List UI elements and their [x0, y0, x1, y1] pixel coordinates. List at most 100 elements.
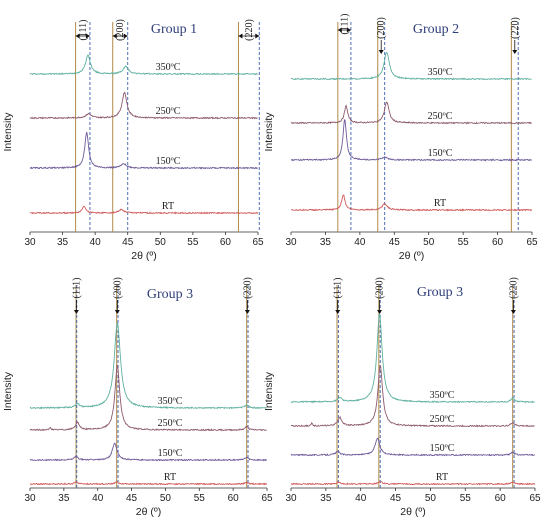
peak-label: (200)	[112, 277, 123, 299]
series-label: RT	[434, 198, 446, 209]
peak-label: (220)	[508, 277, 519, 299]
y-axis-title: Intensity	[2, 112, 14, 152]
chart-title: Group 3	[147, 287, 193, 302]
x-tick-label: 50	[425, 493, 437, 504]
series-line-RT	[291, 194, 533, 212]
x-tick-label: 65	[261, 493, 273, 504]
series-line-150ºC	[290, 119, 533, 162]
chart-title: Group 3	[417, 285, 463, 300]
series-line-250ºC	[29, 363, 267, 432]
x-tick-label: 35	[57, 237, 69, 248]
series-label: 250ºC	[430, 414, 455, 425]
series-line-350ºC	[29, 54, 258, 76]
x-tick-label: 50	[155, 237, 167, 248]
series-label: RT	[436, 472, 448, 483]
series-line-350ºC	[290, 51, 532, 81]
x-tick-label: 55	[187, 237, 199, 248]
x-tick-label: 35	[320, 237, 332, 248]
series-label: 350ºC	[430, 390, 455, 401]
peak-label: (220)	[244, 19, 255, 41]
x-tick-label: 30	[24, 493, 36, 504]
series-line-250ºC	[290, 101, 532, 125]
x-tick-label: 60	[492, 237, 504, 248]
series-line-150ºC	[29, 131, 258, 170]
series-line-150ºC	[29, 442, 268, 462]
arrow-head	[114, 310, 120, 314]
x-tick-label: 40	[355, 493, 367, 504]
y-axis-title: Intensity	[263, 371, 275, 411]
arrow-head	[123, 33, 128, 39]
chart-title: Group 2	[413, 22, 459, 37]
x-axis-title: 2θ (º)	[136, 506, 161, 518]
chart-panel-3: 30 35 40 45 50 55 60 65 2θ (º) Intensity Group 3 (1…	[2, 277, 273, 518]
x-tick-label: 45	[126, 493, 138, 504]
series-label: 250ºC	[158, 418, 183, 429]
chart-panel-1: 30 35 40 45 50 55 60 65 2θ (º) Intensity Group 1 (1…	[2, 19, 264, 262]
x-tick-label: 40	[90, 237, 102, 248]
x-tick-label: 55	[460, 493, 472, 504]
peak-label: (220)	[510, 17, 521, 39]
x-tick-label: 55	[194, 493, 206, 504]
chart-panel-4: 30 35 40 45 50 55 60 65 2θ (º) Intensity Group 3 (1…	[263, 277, 541, 518]
x-tick-label: 45	[390, 493, 402, 504]
arrow-head	[377, 310, 383, 314]
arrow-head	[255, 33, 260, 39]
x-tick-label: 45	[389, 237, 401, 248]
series-label: 150ºC	[430, 443, 455, 454]
series-label: RT	[162, 201, 174, 212]
arrow-head	[346, 27, 351, 33]
peak-label: (200)	[376, 17, 387, 39]
arrow-head	[238, 33, 243, 39]
x-tick-label: 65	[526, 237, 538, 248]
series-label: 150ºC	[428, 148, 453, 159]
series-line-RT	[29, 205, 259, 215]
y-axis-title: Intensity	[263, 112, 275, 152]
x-tick-label: 60	[495, 493, 507, 504]
arrow-head	[112, 33, 117, 39]
series-line-150ºC	[290, 437, 536, 457]
peak-label: (111)	[78, 20, 89, 41]
peak-label: (200)	[115, 19, 126, 41]
series-line-250ºC	[29, 91, 258, 120]
x-tick-label: 60	[220, 237, 232, 248]
x-tick-label: 65	[252, 237, 264, 248]
arrow-head	[244, 310, 250, 314]
arrow-head	[510, 310, 516, 314]
x-tick-label: 40	[92, 493, 104, 504]
x-tick-label: 45	[122, 237, 134, 248]
peak-label: (200)	[375, 277, 386, 299]
series-label: 250ºC	[156, 106, 181, 117]
series-label: RT	[164, 472, 176, 483]
chart-title: Group 1	[151, 22, 197, 37]
series-label: 150ºC	[158, 448, 183, 459]
series-line-350ºC	[29, 321, 267, 410]
series-label: 250ºC	[428, 111, 453, 122]
chart-panel-2: 30 35 40 45 50 55 60 65 2θ (º) Intensity Group 2 (1…	[263, 14, 538, 262]
x-tick-label: 50	[160, 493, 172, 504]
series-line-RT	[290, 481, 536, 486]
arrow-head	[378, 50, 384, 54]
arrow-head	[73, 310, 79, 314]
arrow-head	[512, 50, 518, 54]
x-tick-label: 60	[228, 493, 240, 504]
arrow-head	[75, 33, 80, 39]
x-tick-label: 35	[58, 493, 70, 504]
y-axis-title: Intensity	[2, 371, 14, 411]
x-axis-title: 2θ (º)	[131, 250, 156, 262]
series-line-250ºC	[291, 364, 535, 428]
x-tick-label: 40	[354, 237, 366, 248]
x-tick-label: 30	[285, 237, 297, 248]
peak-label: (111)	[339, 14, 350, 35]
x-tick-label: 30	[24, 237, 36, 248]
arrow-head	[335, 310, 341, 314]
x-axis-title: 2θ (º)	[400, 506, 425, 518]
x-tick-label: 35	[320, 493, 332, 504]
x-axis-title: 2θ (º)	[399, 250, 424, 262]
peak-label: (111)	[333, 278, 344, 299]
series-line-350ºC	[290, 313, 535, 404]
x-tick-label: 30	[285, 493, 297, 504]
arrow-head	[85, 33, 90, 39]
series-label: 350ºC	[156, 62, 181, 73]
